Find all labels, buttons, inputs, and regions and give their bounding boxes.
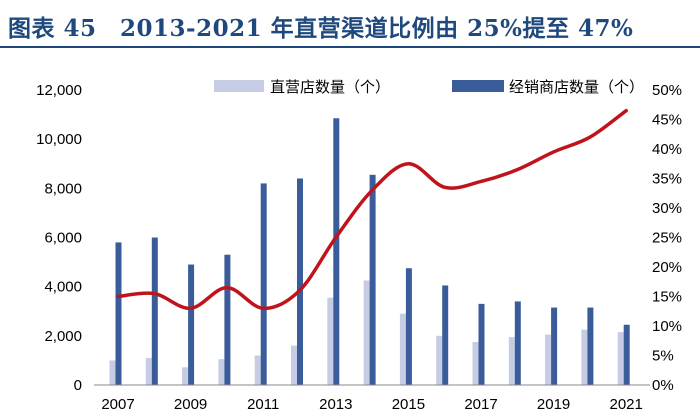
x-tick-label: 2009: [174, 396, 207, 411]
bar-dealer: [224, 254, 231, 385]
bar-dealer: [297, 178, 303, 385]
x-tick-label: 2021: [610, 396, 643, 411]
bar-dealer: [151, 237, 158, 385]
x-tick-label: 2007: [101, 396, 134, 411]
bar-direct: [218, 359, 225, 385]
title-bar: 图表 45 2013-2021 年直营渠道比例由 25%提至 47%: [0, 0, 700, 48]
bar-direct: [145, 357, 152, 385]
chart-title: 图表 45 2013-2021 年直营渠道比例由 25%提至 47%: [8, 15, 634, 42]
bar-direct: [363, 280, 370, 385]
bar-dealer: [405, 268, 412, 385]
y-right-tick-label: 0%: [652, 377, 674, 394]
legend-label-direct: 直营店数量（个）: [270, 78, 390, 96]
x-tick-label: 2017: [464, 396, 497, 411]
legend: 直营店数量（个） 经销商店数量（个）: [214, 78, 644, 96]
bar-dealer: [260, 183, 267, 385]
axes-layer: 0 2,000 4,000 6,000 8,000 10,000 12,000 0% 5% 10%…: [36, 82, 682, 411]
bar-dealer: [478, 303, 485, 385]
bar-direct: [182, 367, 189, 385]
title-rule: [0, 46, 700, 48]
bar-direct: [472, 341, 479, 385]
bars-layer: [109, 118, 630, 385]
bar-dealer: [115, 242, 122, 385]
bar-dealer: [587, 307, 594, 385]
y-right-tick-label: 40%: [652, 141, 682, 158]
legend-swatch-direct: [214, 80, 264, 92]
y-left-tick-label: 2,000: [44, 328, 82, 345]
y-left-tick-label: 10,000: [36, 131, 82, 148]
bar-dealer: [188, 264, 195, 385]
y-right-tick-label: 25%: [652, 230, 682, 247]
y-left-tick-label: 8,000: [44, 180, 82, 197]
bar-direct: [291, 345, 297, 385]
bar-direct: [508, 337, 515, 385]
x-tick-label: 2015: [392, 396, 425, 411]
bar-dealer: [551, 307, 558, 385]
bar-dealer: [369, 174, 376, 385]
x-tick-label: 2011: [247, 396, 279, 411]
x-tick-label: 2013: [319, 396, 352, 411]
bar-direct: [545, 334, 552, 385]
bar-dealer: [333, 118, 340, 385]
bar-direct: [581, 329, 588, 385]
bar-dealer: [514, 301, 521, 385]
bar-direct: [109, 360, 116, 385]
y-right-tick-label: 10%: [652, 318, 682, 335]
bar-direct: [327, 297, 334, 385]
line-layer: [116, 108, 628, 311]
y-left-tick-label: 4,000: [44, 279, 82, 296]
y-left-tick-label: 12,000: [36, 82, 82, 99]
x-tick-label: 2019: [537, 396, 570, 411]
bar-direct: [399, 313, 406, 385]
bar-direct: [617, 332, 624, 385]
legend-label-dealer: 经销商店数量（个）: [509, 78, 644, 96]
y-right-tick-label: 45%: [652, 112, 682, 129]
y-right-tick-label: 20%: [652, 259, 682, 276]
y-right-tick-label: 30%: [652, 200, 682, 217]
y-right-tick-label: 15%: [652, 289, 682, 306]
y-left-tick-label: 6,000: [44, 230, 82, 247]
ratio-line: [116, 108, 628, 311]
bar-direct: [436, 335, 443, 385]
y-right-tick-label: 5%: [652, 348, 674, 365]
bar-direct: [254, 355, 261, 385]
y-right-tick-label: 50%: [652, 82, 682, 99]
y-left-tick-label: 0: [74, 377, 82, 394]
legend-swatch-dealer: [452, 80, 504, 92]
bar-dealer: [442, 285, 449, 385]
y-right-tick-label: 35%: [652, 171, 682, 188]
bar-dealer: [623, 324, 630, 385]
